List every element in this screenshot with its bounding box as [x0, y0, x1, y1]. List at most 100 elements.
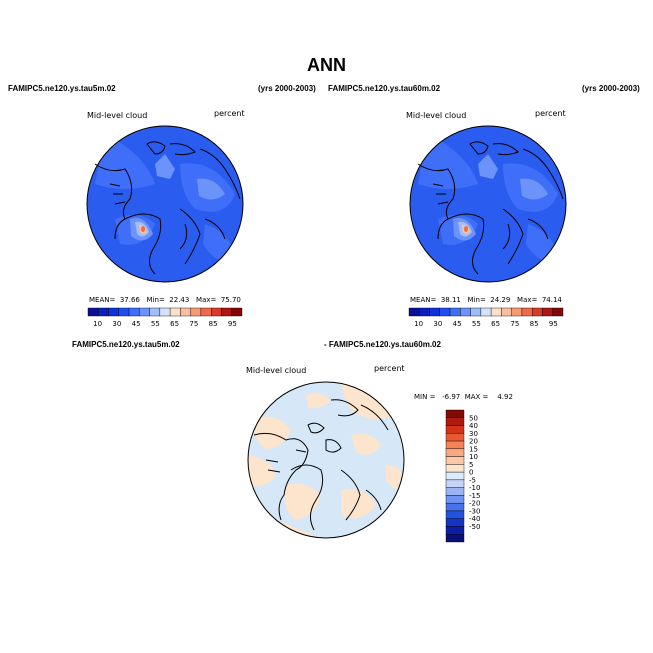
panel2-colorbar-swatch — [501, 307, 512, 317]
diff-colorbar-swatch — [445, 456, 465, 465]
diff-colorbar-swatch — [445, 417, 465, 426]
panel1-colorbar: 10 30 45 55 65 75 85 95 — [87, 307, 243, 328]
panel1-colorbar-swatch — [190, 307, 202, 317]
diff-colorbar-tick-label: 10 — [469, 453, 478, 461]
diff-polar-map — [247, 381, 405, 539]
diff-min-label: MIN = — [414, 393, 436, 401]
panel2-colorbar-swatch — [490, 307, 502, 317]
panel1-min-value: 22.43 — [169, 296, 190, 304]
panel2-years: (yrs 2000-2003) — [582, 84, 640, 93]
panel2-colorbar-tick-label: 45 — [453, 320, 462, 328]
diff-variable: Mid-level cloud — [246, 366, 307, 375]
panel1-field-maximum — [141, 226, 145, 232]
diff-stats: MIN = -6.97 MAX = 4.92 — [414, 393, 513, 401]
panel2-mean-value: 38.11 — [440, 296, 461, 304]
panel1-variable: Mid-level cloud — [87, 111, 148, 120]
panel1-years: (yrs 2000-2003) — [258, 84, 316, 93]
panel1-colorbar-tick-label: 95 — [228, 320, 237, 328]
diff-colorbar-tick-label: -10 — [469, 484, 480, 492]
diff-colorbar-tick-label: -50 — [469, 523, 480, 531]
panel2-units: percent — [535, 109, 566, 118]
panel2-colorbar-swatch — [531, 307, 543, 317]
diff-colorbar-swatch — [445, 433, 465, 442]
diff-colorbar-tick-label: 50 — [469, 414, 478, 422]
panel1-colorbar-tick-label: 75 — [189, 320, 198, 328]
panel1-colorbar-tick-label: 55 — [151, 320, 160, 328]
diff-max-label: MAX = — [464, 393, 489, 401]
panel2-colorbar-swatch — [511, 307, 523, 317]
diff-colorbar-swatch — [445, 510, 465, 519]
panel2-polar-map — [409, 125, 567, 283]
diff-colorbar-tick-label: -20 — [469, 500, 480, 508]
diff-colorbar-tick-label: 0 — [469, 469, 473, 477]
diff-colorbar-tick-label: -5 — [469, 476, 476, 484]
panel1-case-name: FAMIPC5.ne120.ys.tau5m.02 — [8, 84, 116, 93]
diff-colorbar-swatch — [445, 471, 465, 481]
panel1-colorbar-swatch — [231, 307, 243, 317]
panel1-colorbar-tick-label: 85 — [209, 320, 218, 328]
diff-colorbar-swatch — [445, 464, 465, 473]
panel1-colorbar-tick-label: 10 — [93, 320, 102, 328]
panel1-colorbar-swatch — [98, 307, 109, 317]
panel2-colorbar-tick-label: 75 — [510, 320, 519, 328]
diff-colorbar-tick-label: -40 — [469, 515, 480, 523]
panel1-colorbar-swatch — [139, 307, 150, 317]
diff-colorbar-swatch — [445, 495, 465, 504]
diff-colorbar-tick-label: -30 — [469, 507, 480, 515]
diff-colorbar-swatch — [445, 526, 465, 535]
panel1-colorbar-swatch — [108, 307, 119, 317]
panel2-colorbar-swatch — [439, 307, 451, 317]
panel2-variable: Mid-level cloud — [406, 111, 467, 120]
panel1-colorbar-tick-label: 30 — [112, 320, 121, 328]
diff-case-b: - FAMIPC5.ne120.ys.tau60m.02 — [324, 340, 441, 349]
panel2-colorbar-swatch — [552, 307, 564, 317]
diff-colorbar-swatch — [445, 448, 465, 457]
panel1-colorbar-swatch — [210, 307, 222, 317]
panel1-max-label: Max= — [196, 296, 217, 304]
panel2-min-label: Min= — [467, 296, 486, 304]
panel1-colorbar-swatch — [118, 307, 130, 317]
diff-colorbar-tick-label: 5 — [469, 461, 473, 469]
panel2-max-label: Max= — [517, 296, 538, 304]
panel1-field-region — [155, 154, 175, 179]
diff-colorbar-swatch — [445, 425, 465, 434]
panel2-field-region — [478, 154, 498, 179]
panel2-coastlines — [417, 141, 564, 275]
panel1-colorbar-swatch — [180, 307, 191, 317]
panel2-colorbar-swatch — [408, 307, 420, 317]
panel1-colorbar-swatch — [169, 307, 181, 317]
panel2-colorbar-swatch — [449, 307, 461, 317]
panel2-colorbar-swatch — [460, 307, 471, 317]
diff-colorbar-tick-label: -15 — [469, 492, 480, 500]
panel1-mean-value: 37.66 — [119, 296, 140, 304]
page-title: ANN — [307, 55, 346, 75]
panel2-colorbar-tick-label: 55 — [472, 320, 481, 328]
diff-colorbar-swatch — [445, 440, 465, 450]
diff-units: percent — [374, 364, 405, 373]
panel2-colorbar-tick-label: 95 — [549, 320, 558, 328]
panel2-colorbar-swatch — [521, 307, 533, 317]
diff-colorbar-swatch — [445, 518, 465, 527]
diff-min-value: -6.97 — [442, 393, 461, 401]
panel1-colorbar-tick-label: 45 — [132, 320, 141, 328]
panel2-colorbar-swatch — [480, 307, 492, 317]
diff-colorbar-tick-label: 20 — [469, 438, 478, 446]
diff-colorbar-swatch — [445, 409, 465, 418]
diff-colorbar-tick-label: 30 — [469, 430, 478, 438]
diff-coastlines — [253, 399, 389, 531]
panel1-colorbar-swatch — [221, 307, 232, 317]
diff-colorbar-swatch — [445, 479, 465, 488]
panel2-max-value: 74.14 — [541, 296, 562, 304]
diff-case-a: FAMIPC5.ne120.ys.tau5m.02 — [72, 340, 180, 349]
panel2-mean-label: MEAN= — [410, 296, 437, 304]
panel1-colorbar-swatch — [159, 307, 171, 317]
panel1-coastlines — [94, 141, 241, 275]
panel1-colorbar-swatch — [87, 307, 99, 317]
panel1-polar-map — [86, 125, 244, 283]
panel1-min-label: Min= — [146, 296, 165, 304]
panel1-colorbar-tick-label: 65 — [170, 320, 179, 328]
panel2-colorbar-swatch — [419, 307, 430, 317]
panel2-field-maximum — [464, 226, 468, 232]
panel2-min-value: 24.29 — [490, 296, 511, 304]
